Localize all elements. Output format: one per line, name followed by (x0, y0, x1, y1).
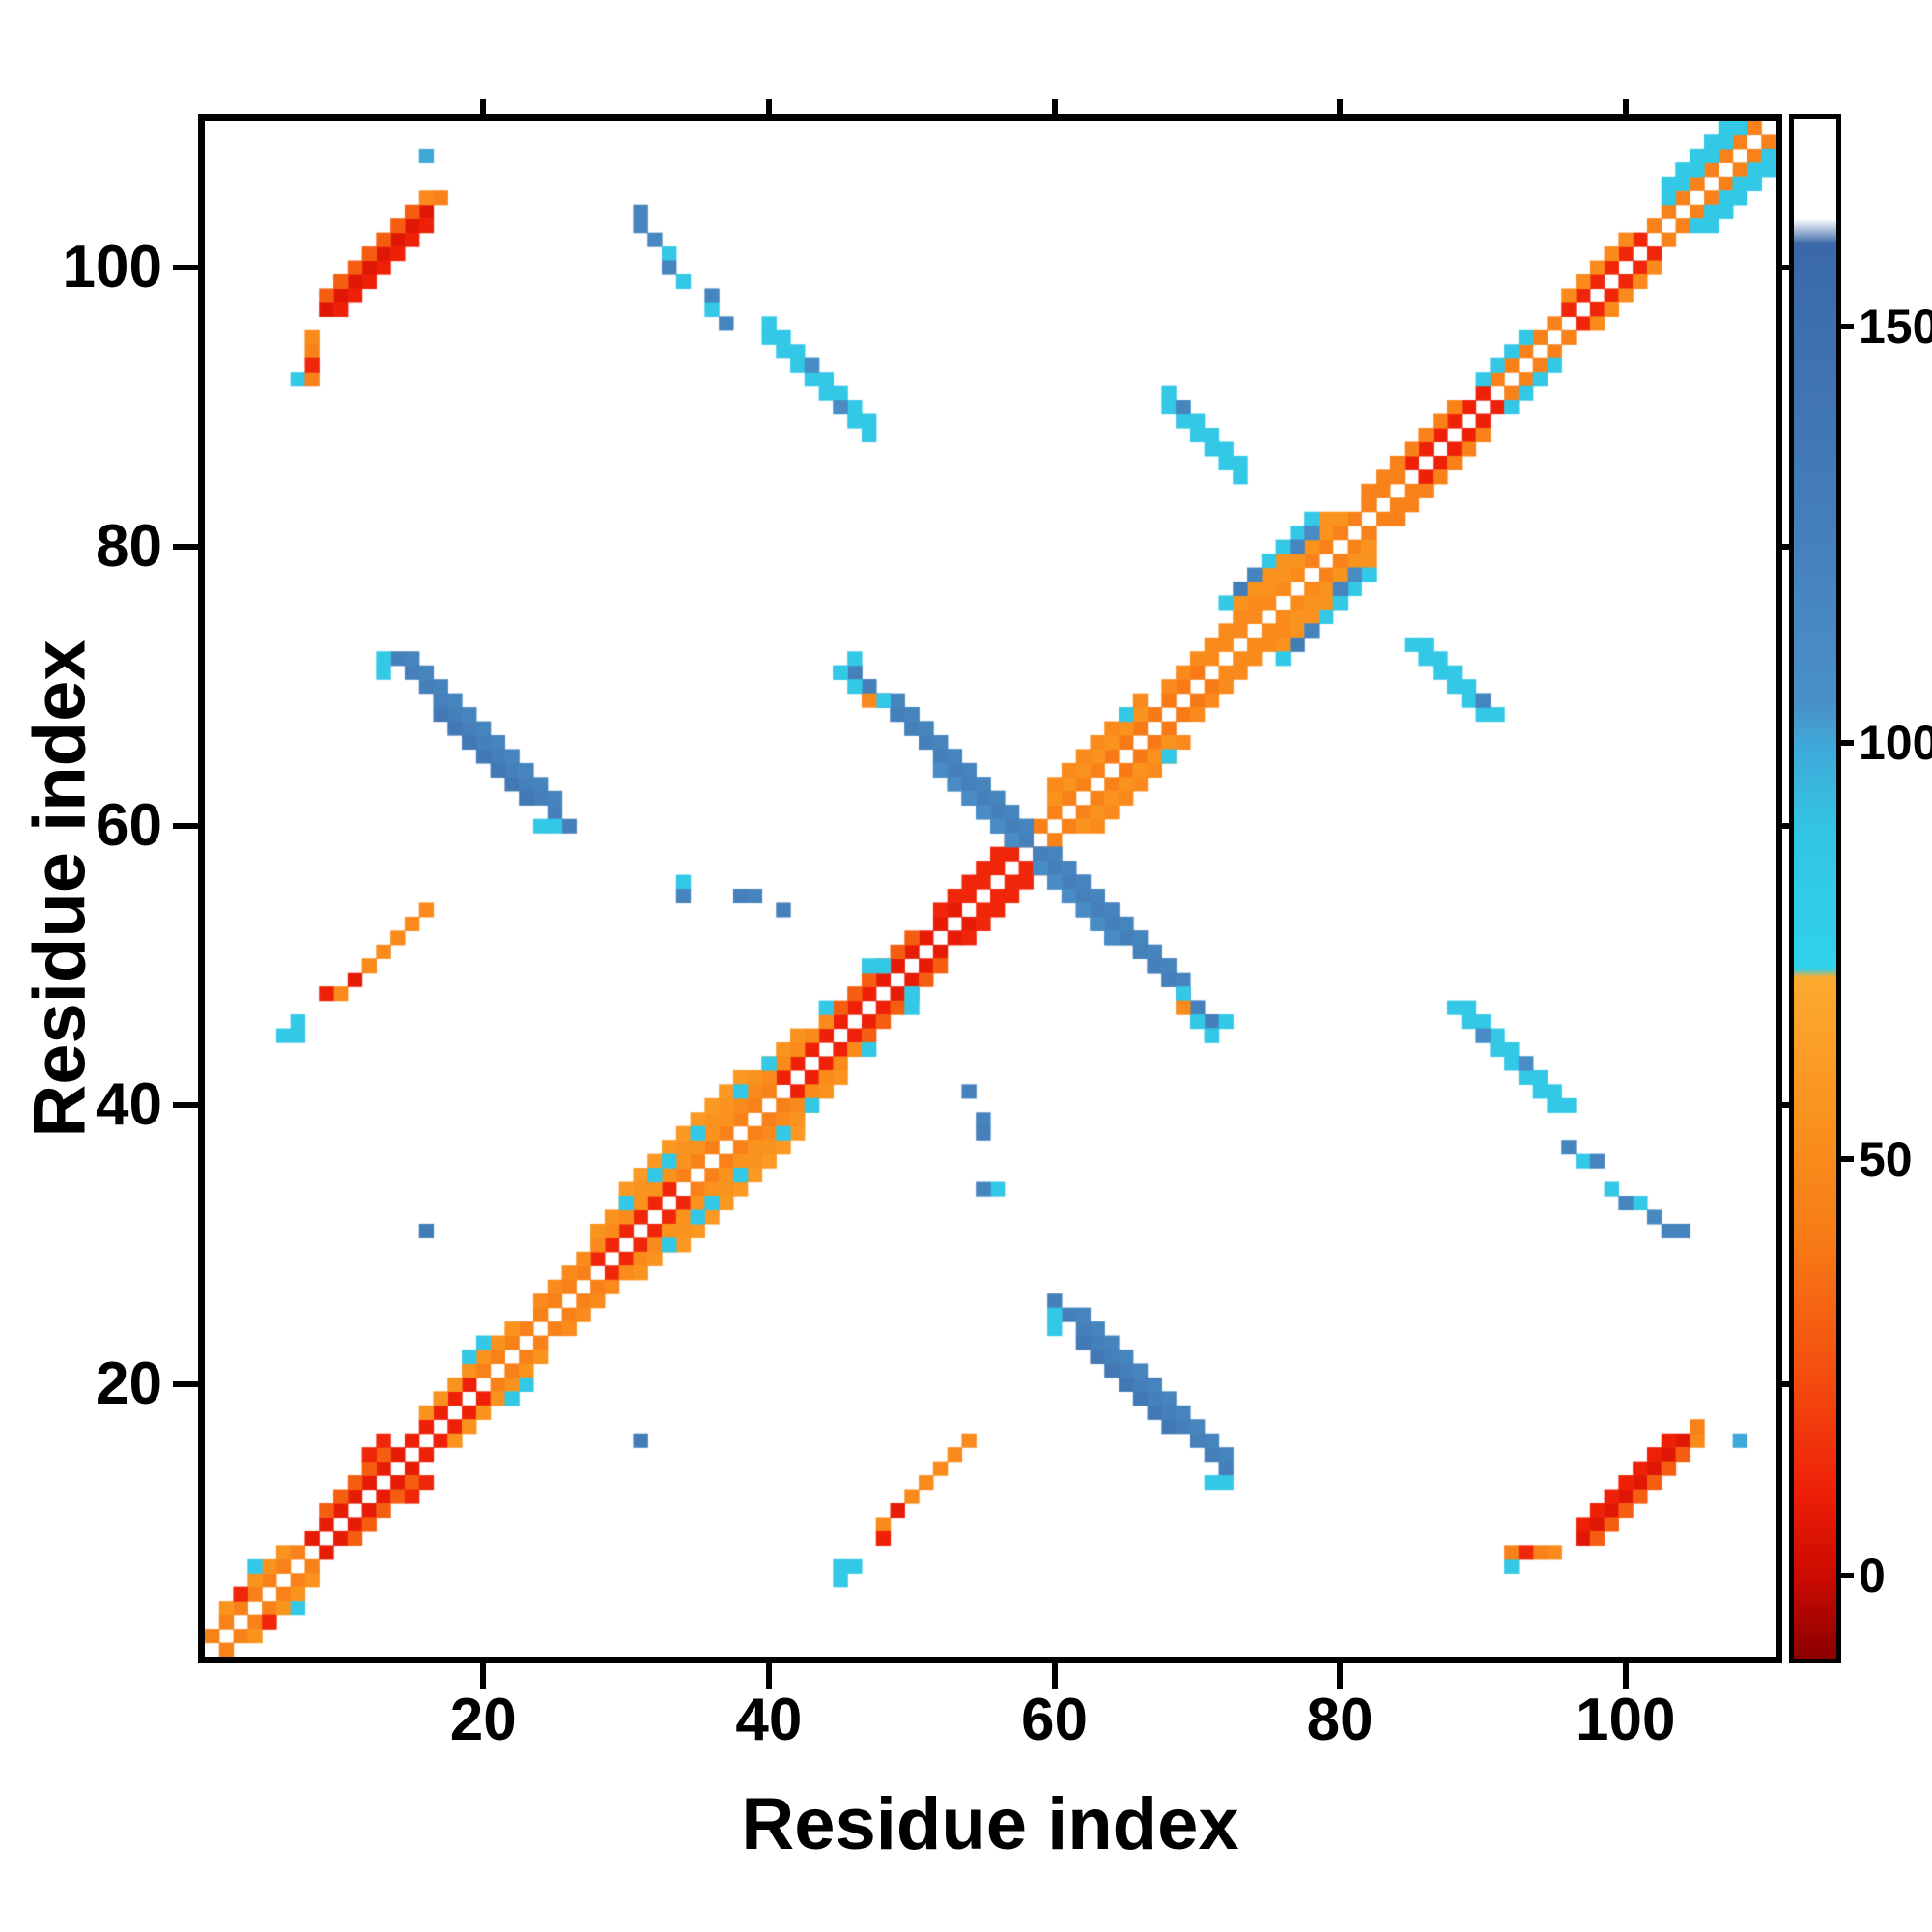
y-tick (173, 264, 198, 270)
y-tick-right (1782, 264, 1794, 270)
y-axis-title: Residue index (18, 639, 101, 1138)
x-tick-label: 80 (1306, 1687, 1374, 1753)
colorbar-tick-label: 50 (1859, 1132, 1913, 1187)
y-tick-label: 40 (96, 1071, 162, 1139)
colorbar-tick (1836, 324, 1854, 330)
x-tick (1051, 1663, 1058, 1689)
x-tick (765, 1663, 772, 1689)
colorbar-tick (1836, 740, 1854, 747)
x-tick-top (765, 99, 772, 114)
x-tick-top (1622, 99, 1629, 114)
y-tick-label: 80 (96, 512, 162, 580)
colorbar-tick (1836, 1572, 1854, 1578)
x-tick (480, 1663, 487, 1689)
colorbar-tick (1836, 1156, 1854, 1163)
x-tick-label: 40 (735, 1687, 803, 1753)
x-axis-title: Residue index (741, 1783, 1239, 1865)
y-tick (173, 543, 198, 550)
colorbar-tick-label: 100 (1859, 716, 1932, 771)
colorbar-tick-label: 150 (1859, 299, 1932, 355)
x-tick-top (1337, 99, 1344, 114)
y-tick (173, 1381, 198, 1388)
y-tick (173, 1102, 198, 1109)
x-tick-top (1051, 99, 1058, 114)
y-tick-right (1782, 1381, 1794, 1388)
y-tick-label: 20 (96, 1350, 162, 1418)
y-tick (173, 822, 198, 829)
y-tick-right (1782, 822, 1794, 829)
x-tick (1622, 1663, 1629, 1689)
contact-map-canvas (205, 121, 1776, 1657)
x-tick-label: 20 (449, 1687, 517, 1753)
colorbar-tick-label: 0 (1859, 1548, 1886, 1603)
y-tick-label: 60 (96, 791, 162, 859)
y-tick-right (1782, 1102, 1794, 1109)
colorbar (1789, 114, 1841, 1663)
y-tick-label: 100 (62, 233, 162, 300)
x-tick-top (480, 99, 487, 114)
plot-area (198, 114, 1782, 1663)
y-tick-right (1782, 543, 1794, 550)
x-tick-label: 60 (1021, 1687, 1088, 1753)
colorbar-canvas (1794, 119, 1836, 1659)
x-tick (1337, 1663, 1344, 1689)
x-tick-label: 100 (1576, 1687, 1676, 1753)
